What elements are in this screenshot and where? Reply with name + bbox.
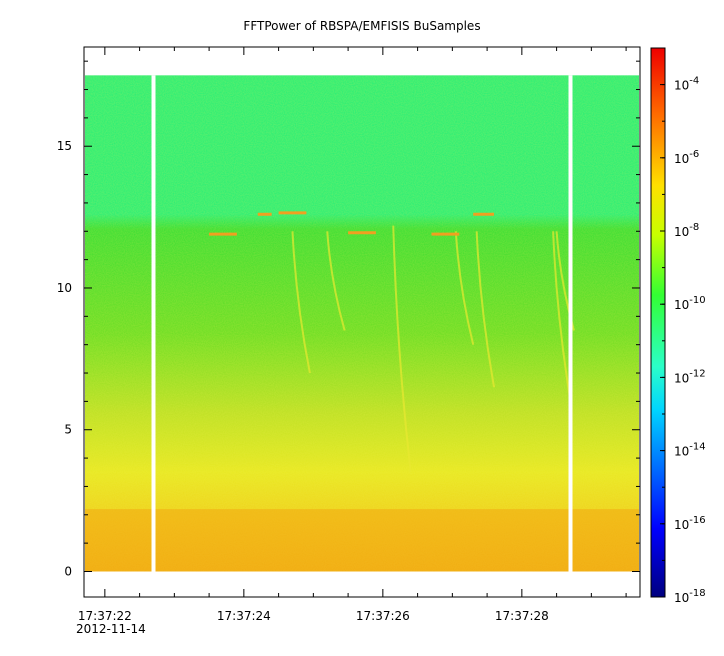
x-axis-date-label: 2012-11-14: [76, 622, 146, 636]
colorbar-tick-label-7: 10-18: [674, 588, 706, 605]
plot-area: [83, 46, 641, 598]
x-axis: 17:37:22 17:37:24 17:37:26 17:37:28: [78, 47, 627, 623]
x-tick-label-2: 17:37:26: [356, 609, 410, 623]
spectrogram-texture: [85, 75, 639, 572]
colorbar-tick-label-0: 10-4: [674, 76, 699, 93]
chorus-streak-1: [326, 231, 346, 331]
colorbar-tick-label-1: 10-6: [674, 149, 699, 166]
x-tick-label-0: 17:37:22: [78, 609, 132, 623]
colorbar-tick-label-2: 10-8: [674, 222, 699, 239]
plot-frame: [83, 46, 641, 598]
colorbar-tick-label-5: 10-14: [674, 442, 706, 459]
low-frequency-band: [85, 509, 639, 572]
chorus-streak-2: [392, 225, 412, 473]
chart-title: FFTPower of RBSPA/EMFISIS BuSamples: [243, 19, 480, 33]
x-tick-label-3: 17:37:28: [495, 609, 549, 623]
chorus-streak-0: [291, 231, 311, 374]
chorus-streak-4: [475, 231, 496, 388]
data-gap-1: [568, 75, 573, 572]
colorbar-tick-label-3: 10-10: [674, 295, 706, 312]
y-axis: 0 5 10 15: [57, 60, 640, 578]
colorbar-tick-label-6: 10-16: [674, 515, 706, 532]
colorbar: 10-4 10-6 10-8 10-10 10-12 10-14 10-16 10-18: [650, 47, 706, 605]
y-tick-label-15: 15: [57, 139, 72, 153]
data-gap-0: [151, 75, 156, 572]
y-tick-label-0: 0: [64, 564, 72, 578]
colorbar-tick-label-4: 10-12: [674, 368, 706, 385]
y-tick-label-5: 5: [64, 423, 72, 437]
x-tick-label-1: 17:37:24: [217, 609, 271, 623]
colorbar-gradient: [650, 47, 666, 598]
y-tick-label-10: 10: [57, 281, 72, 295]
chorus-streak-3: [454, 231, 475, 345]
chorus-streak-5: [552, 231, 572, 402]
